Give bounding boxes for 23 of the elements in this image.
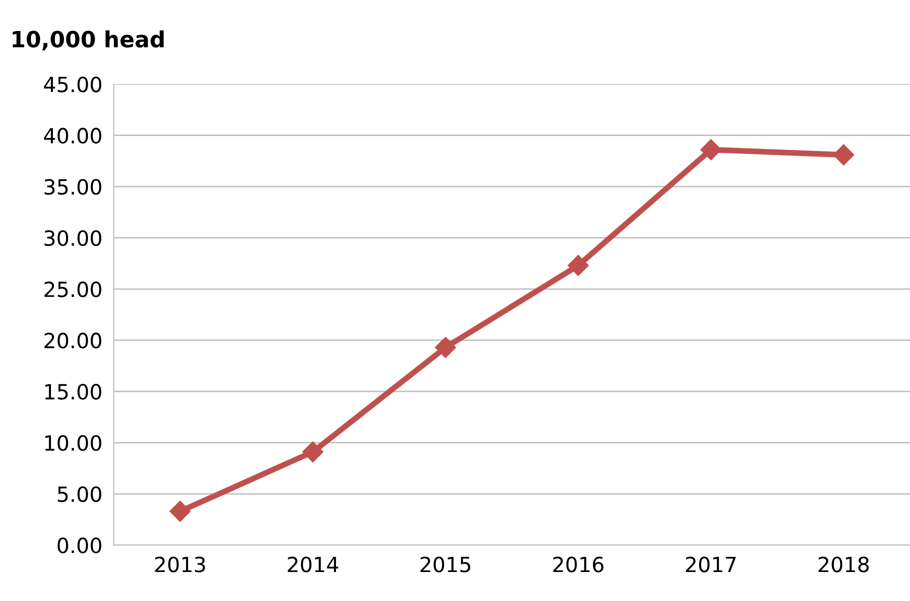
y-tick-label: 10.00 — [45, 435, 102, 451]
point — [170, 500, 191, 522]
y-tick-label: 15.00 — [45, 384, 102, 400]
point — [435, 336, 456, 358]
y-axis-title: 10,000 head — [12, 30, 164, 50]
x-tick-label: 2014 — [288, 556, 338, 572]
y-tick-label: 45.00 — [44, 76, 102, 92]
y-tick-label: 25.00 — [44, 281, 102, 298]
x-tick-label: 2013 — [155, 556, 205, 572]
x-tick-label: 2018 — [818, 556, 869, 572]
y-tick-label: 5.00 — [58, 486, 102, 502]
y-tick-label: 20.00 — [44, 332, 102, 348]
y-tick-label: 30.00 — [44, 230, 102, 246]
y-tick-label: 0.00 — [58, 538, 102, 554]
point — [700, 139, 722, 160]
y-tick-label: 35.00 — [44, 179, 102, 195]
y-tick-label: 40.00 — [44, 128, 102, 144]
point — [833, 144, 854, 166]
x-tick-label: 2016 — [553, 556, 604, 572]
point — [568, 254, 589, 276]
x-tick-label: 2015 — [420, 556, 470, 572]
x-tick-label: 2017 — [686, 556, 736, 572]
point — [302, 441, 324, 462]
